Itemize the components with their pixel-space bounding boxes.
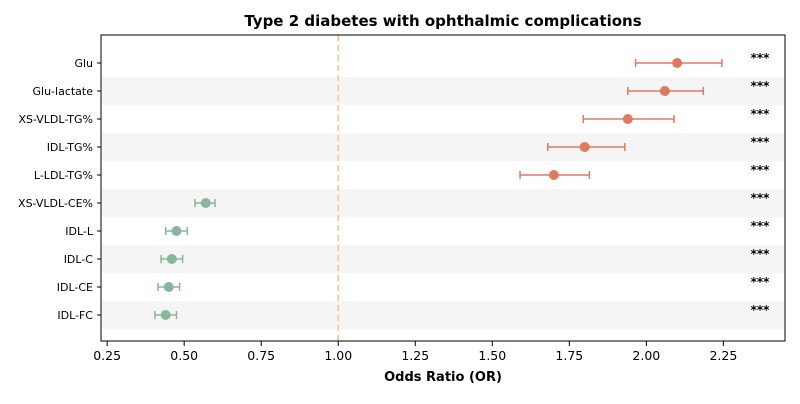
significance-label: ***	[751, 303, 771, 317]
significance-label: ***	[751, 107, 771, 121]
row-stripes	[102, 77, 784, 329]
y-tick-label: Glu	[74, 57, 93, 70]
y-tick-label: XS-VLDL-CE%	[18, 197, 93, 210]
y-tick-label: XS-VLDL-TG%	[18, 113, 93, 126]
significance-label: ***	[751, 163, 771, 177]
x-tick-label: 1.50	[478, 348, 506, 363]
y-tick-label: Glu-lactate	[33, 85, 94, 98]
significance-label: ***	[751, 191, 771, 205]
y-tick-label: IDL-TG%	[47, 141, 93, 154]
or-point	[548, 170, 559, 180]
significance-label: ***	[751, 275, 771, 289]
or-point	[163, 282, 174, 292]
x-tick-label: 0.25	[93, 348, 121, 363]
y-tick-label: IDL-FC	[57, 309, 93, 322]
x-tick-label: 2.00	[632, 348, 660, 363]
y-tick-label: IDL-C	[64, 253, 94, 266]
x-axis: 0.25 0.50 0.75 1.00 1.25 1.50 1.75 2.00 2.25	[93, 341, 737, 363]
row-stripe	[102, 245, 784, 273]
or-point	[171, 226, 182, 236]
significance-label: ***	[751, 219, 771, 233]
or-point	[200, 198, 211, 208]
y-tick-label: IDL-CE	[57, 281, 93, 294]
x-tick-label: 1.25	[401, 348, 429, 363]
row-stripe	[102, 133, 784, 161]
significance-label: ***	[751, 135, 771, 149]
or-point	[160, 310, 171, 320]
or-point	[166, 254, 177, 264]
or-point	[659, 86, 670, 96]
x-tick-label: 0.50	[170, 348, 198, 363]
y-tick-label: IDL-L	[65, 225, 94, 238]
y-tick-label: L-LDL-TG%	[34, 169, 93, 182]
significance-label: ***	[751, 51, 771, 65]
significance-labels: *** *** *** *** *** *** *** *** *** ***	[751, 51, 771, 317]
x-tick-label: 1.75	[555, 348, 583, 363]
significance-label: ***	[751, 247, 771, 261]
plot-frame	[100, 34, 786, 342]
row-stripe	[102, 301, 784, 329]
or-point	[672, 58, 683, 68]
x-axis-label: Odds Ratio (OR)	[384, 370, 502, 385]
y-axis-labels: Glu Glu-lactate XS-VLDL-TG% IDL-TG% L-LDL-TG…	[18, 57, 101, 322]
chart-title: Type 2 diabetes with ophthalmic complica…	[244, 12, 641, 30]
data-marks	[154, 58, 723, 320]
x-tick-label: 1.00	[324, 348, 352, 363]
or-point	[579, 142, 590, 152]
x-tick-label: 0.75	[247, 348, 275, 363]
or-point	[622, 114, 633, 124]
x-tick-label: 2.25	[709, 348, 737, 363]
significance-label: ***	[751, 79, 771, 93]
